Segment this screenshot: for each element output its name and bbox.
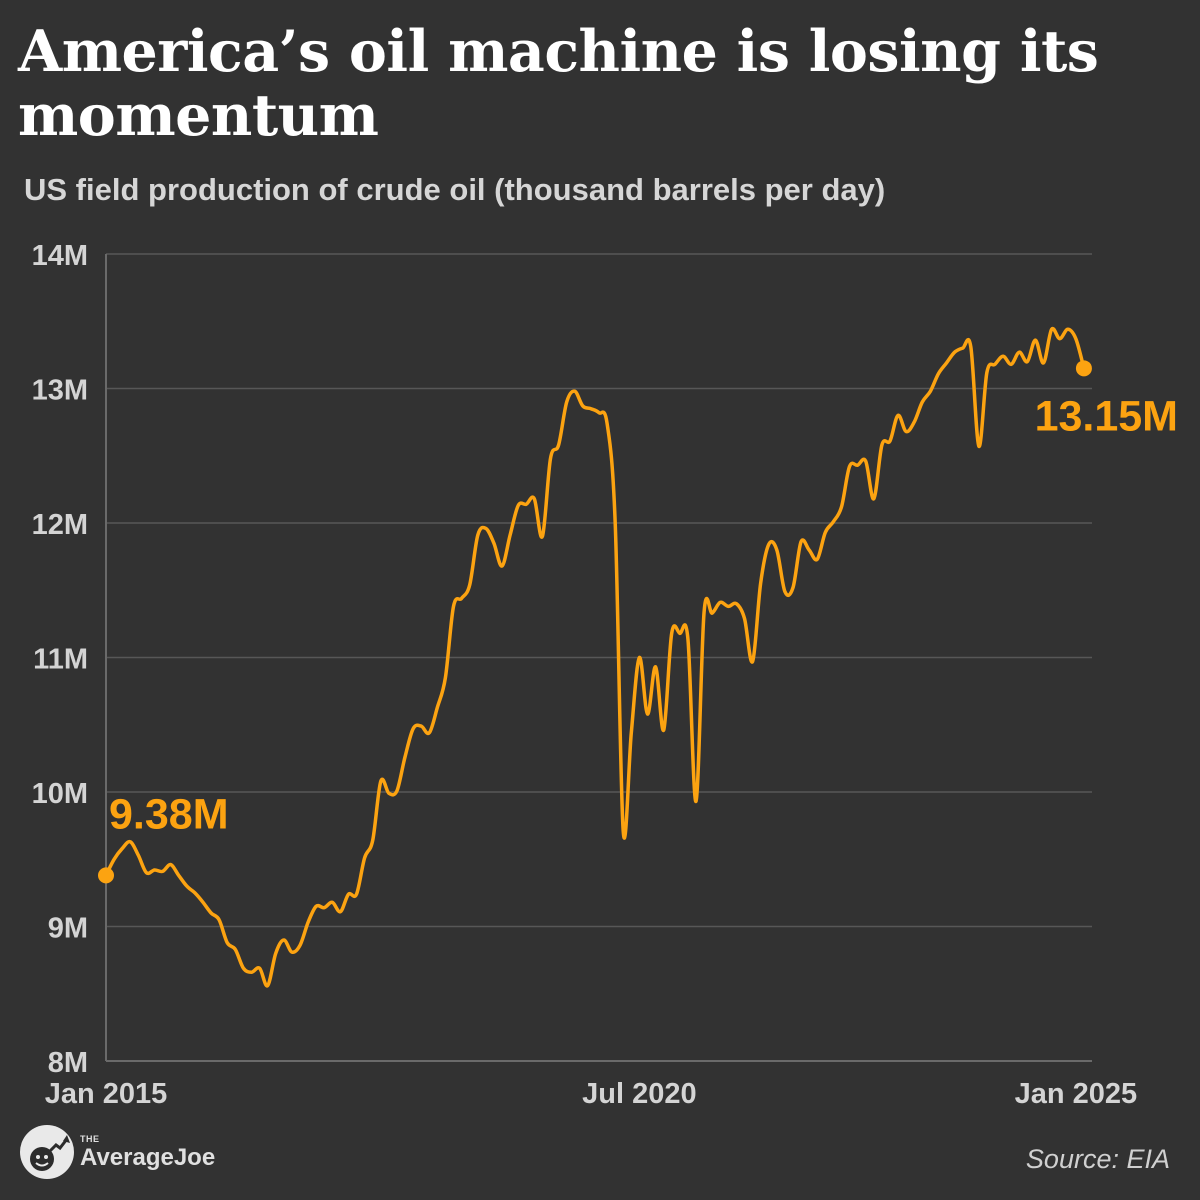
y-tick-label: 12M <box>32 509 88 541</box>
end-value-label: 13.15M <box>1035 392 1178 440</box>
x-tick-label: Jan 2025 <box>1015 1078 1138 1110</box>
start-value-label: 9.38M <box>109 790 229 838</box>
chart-subtitle: US field production of crude oil (thousa… <box>24 172 886 207</box>
logo-name-text: AverageJoe <box>80 1143 216 1171</box>
x-tick-label: Jan 2015 <box>45 1078 168 1110</box>
series-layer <box>104 326 1086 988</box>
series-line <box>104 326 1086 988</box>
average-joe-logo-icon <box>20 1125 74 1179</box>
y-tick-label: 11M <box>33 644 88 676</box>
endpoint-dot <box>1075 360 1092 377</box>
y-tick-label: 10M <box>32 778 88 810</box>
grid-lines <box>106 253 1092 928</box>
x-tick-label: Jul 2020 <box>582 1078 696 1110</box>
logo-small-text: THE <box>80 1133 100 1144</box>
chart-title: America’s oil machine is losing its mome… <box>18 18 1099 149</box>
y-tick-label: 13M <box>32 375 88 407</box>
y-tick-label: 9M <box>48 913 88 945</box>
source-note: Source: EIA <box>1025 1144 1170 1174</box>
brand-logo: THE AverageJoe <box>20 1124 215 1180</box>
labels: 9.38M 13.15M <box>98 360 1178 884</box>
y-tick-label: 8M <box>48 1047 88 1079</box>
y-tick-label: 14M <box>32 240 88 272</box>
endpoint-dot <box>98 867 114 884</box>
